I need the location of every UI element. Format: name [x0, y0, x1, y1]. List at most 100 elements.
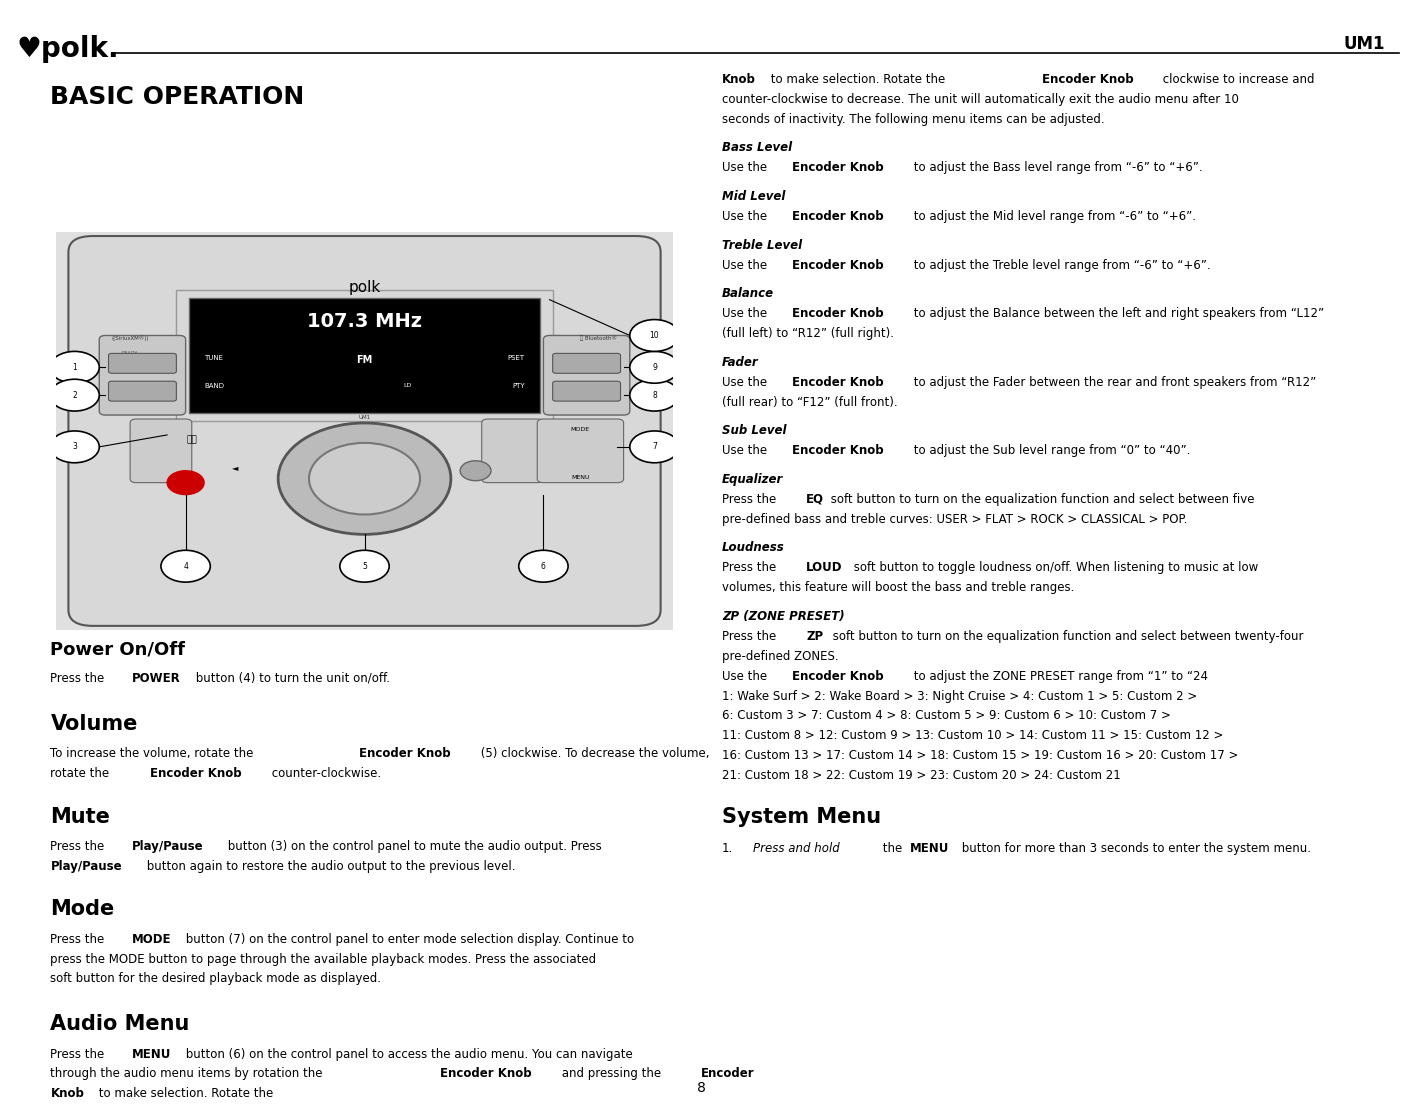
Text: POWER: POWER [132, 672, 181, 685]
Text: soft button to turn on the equalization function and select between twenty-four: soft button to turn on the equalization … [829, 630, 1302, 643]
Text: 107.3 MHz: 107.3 MHz [307, 312, 422, 330]
Text: button for more than 3 seconds to enter the system menu.: button for more than 3 seconds to enter … [958, 842, 1311, 855]
Text: Press the: Press the [50, 933, 108, 946]
Text: 8: 8 [652, 391, 656, 400]
Text: READY: READY [122, 351, 139, 357]
Text: ZP: ZP [806, 630, 823, 643]
Text: Encoder Knob: Encoder Knob [792, 259, 883, 272]
Text: FM: FM [356, 356, 373, 366]
Text: Press the: Press the [722, 630, 780, 643]
Text: Equalizer: Equalizer [722, 473, 784, 486]
Text: the: the [879, 842, 906, 855]
Circle shape [629, 351, 679, 383]
Text: 1: 1 [73, 362, 77, 371]
Text: Mid Level: Mid Level [722, 190, 785, 203]
Text: Encoder Knob: Encoder Knob [1042, 73, 1133, 86]
Text: Use the: Use the [722, 376, 771, 389]
Text: Use the: Use the [722, 161, 771, 175]
Text: Encoder Knob: Encoder Knob [440, 1067, 531, 1081]
Text: System Menu: System Menu [722, 807, 880, 827]
FancyBboxPatch shape [544, 336, 629, 415]
Text: ♥polk.: ♥polk. [17, 35, 119, 63]
Text: counter-clockwise.: counter-clockwise. [268, 767, 381, 780]
Text: Volume: Volume [50, 714, 137, 734]
Text: Use the: Use the [722, 210, 771, 223]
Text: Mute: Mute [50, 807, 111, 827]
Circle shape [278, 423, 451, 535]
Text: seconds of inactivity. The following menu items can be adjusted.: seconds of inactivity. The following men… [722, 113, 1105, 126]
Text: button (7) on the control panel to enter mode selection display. Continue to: button (7) on the control panel to enter… [182, 933, 634, 946]
Circle shape [519, 550, 568, 582]
Text: button (4) to turn the unit on/off.: button (4) to turn the unit on/off. [192, 672, 390, 685]
FancyBboxPatch shape [38, 220, 691, 642]
Text: and pressing the: and pressing the [558, 1067, 665, 1081]
Text: to adjust the Fader between the rear and front speakers from “R12”: to adjust the Fader between the rear and… [910, 376, 1316, 389]
Text: ZP (ZONE PRESET): ZP (ZONE PRESET) [722, 610, 844, 623]
Text: Play/Pause: Play/Pause [50, 860, 122, 873]
FancyBboxPatch shape [552, 354, 621, 373]
Text: 6: Custom 3 > 7: Custom 4 > 8: Custom 5 > 9: Custom 6 > 10: Custom 7 >: 6: Custom 3 > 7: Custom 4 > 8: Custom 5 … [722, 709, 1171, 723]
Text: rotate the: rotate the [50, 767, 114, 780]
Text: LD: LD [404, 383, 412, 388]
Text: Fader: Fader [722, 356, 758, 369]
Text: to adjust the Balance between the left and right speakers from “L12”: to adjust the Balance between the left a… [910, 307, 1323, 320]
Text: BAND: BAND [205, 383, 224, 389]
FancyBboxPatch shape [108, 354, 177, 373]
FancyBboxPatch shape [69, 236, 660, 625]
Text: MODE: MODE [132, 933, 171, 946]
Text: 4: 4 [184, 561, 188, 570]
Text: Knob: Knob [722, 73, 756, 86]
Circle shape [629, 431, 679, 463]
Text: counter-clockwise to decrease. The unit will automatically exit the audio menu a: counter-clockwise to decrease. The unit … [722, 93, 1239, 106]
Text: (full rear) to “F12” (full front).: (full rear) to “F12” (full front). [722, 396, 897, 409]
Text: PTY: PTY [512, 383, 524, 389]
Text: 10: 10 [649, 332, 659, 340]
Text: 16: Custom 13 > 17: Custom 14 > 18: Custom 15 > 19: Custom 16 > 20: Custom 17 >: 16: Custom 13 > 17: Custom 14 > 18: Cust… [722, 749, 1238, 762]
Text: 6: 6 [541, 561, 545, 570]
Text: Bass Level: Bass Level [722, 141, 792, 155]
Text: MODE: MODE [571, 427, 590, 432]
Text: Encoder Knob: Encoder Knob [150, 767, 241, 780]
Text: Press the: Press the [722, 561, 780, 575]
Text: Audio Menu: Audio Menu [50, 1014, 189, 1034]
Text: Mode: Mode [50, 899, 115, 919]
FancyBboxPatch shape [482, 419, 544, 483]
Circle shape [50, 351, 100, 383]
Text: press the MODE button to page through the available playback modes. Press the as: press the MODE button to page through th… [50, 953, 597, 966]
Text: (full left) to “R12” (full right).: (full left) to “R12” (full right). [722, 327, 894, 340]
Text: Use the: Use the [722, 670, 771, 683]
Text: Loudness: Loudness [722, 541, 785, 555]
Text: MENU: MENU [132, 1048, 171, 1061]
Text: 1.: 1. [722, 842, 733, 855]
Text: pre-defined bass and treble curves: USER > FLAT > ROCK > CLASSICAL > POP.: pre-defined bass and treble curves: USER… [722, 513, 1187, 526]
Text: BASIC OPERATION: BASIC OPERATION [50, 85, 304, 109]
Text: Use the: Use the [722, 259, 771, 272]
Text: 1: Wake Surf > 2: Wake Board > 3: Night Cruise > 4: Custom 1 > 5: Custom 2 >: 1: Wake Surf > 2: Wake Board > 3: Night … [722, 690, 1197, 703]
Text: TUNE: TUNE [205, 356, 223, 361]
Circle shape [308, 443, 421, 515]
Text: soft button to turn on the equalization function and select between five: soft button to turn on the equalization … [827, 493, 1255, 506]
Text: Encoder Knob: Encoder Knob [792, 161, 883, 175]
Text: Encoder Knob: Encoder Knob [792, 376, 883, 389]
Text: volumes, this feature will boost the bass and treble ranges.: volumes, this feature will boost the bas… [722, 581, 1074, 594]
Text: 21: Custom 18 > 22: Custom 19 > 23: Custom 20 > 24: Custom 21: 21: Custom 18 > 22: Custom 19 > 23: Cust… [722, 769, 1120, 782]
Text: MENU: MENU [910, 842, 949, 855]
Text: PSET: PSET [508, 356, 524, 361]
Text: Encoder Knob: Encoder Knob [359, 747, 450, 760]
Text: to adjust the Mid level range from “-6” to “+6”.: to adjust the Mid level range from “-6” … [910, 210, 1196, 223]
Text: Press the: Press the [50, 840, 108, 853]
Text: 9: 9 [652, 362, 658, 371]
Text: Use the: Use the [722, 307, 771, 320]
Circle shape [50, 379, 100, 411]
Text: 5: 5 [362, 561, 367, 570]
Text: 11: Custom 8 > 12: Custom 9 > 13: Custom 10 > 14: Custom 11 > 15: Custom 12 >: 11: Custom 8 > 12: Custom 9 > 13: Custom… [722, 729, 1224, 743]
Text: UM1: UM1 [359, 415, 370, 420]
FancyBboxPatch shape [130, 419, 192, 483]
Text: Press the: Press the [50, 672, 108, 685]
Text: soft button to toggle loudness on/off. When listening to music at low: soft button to toggle loudness on/off. W… [850, 561, 1258, 575]
Text: button (3) on the control panel to mute the audio output. Press: button (3) on the control panel to mute … [224, 840, 601, 853]
Text: Power On/Off: Power On/Off [50, 641, 185, 659]
FancyBboxPatch shape [189, 297, 540, 413]
Text: Treble Level: Treble Level [722, 239, 802, 252]
Text: Encoder: Encoder [701, 1067, 754, 1081]
